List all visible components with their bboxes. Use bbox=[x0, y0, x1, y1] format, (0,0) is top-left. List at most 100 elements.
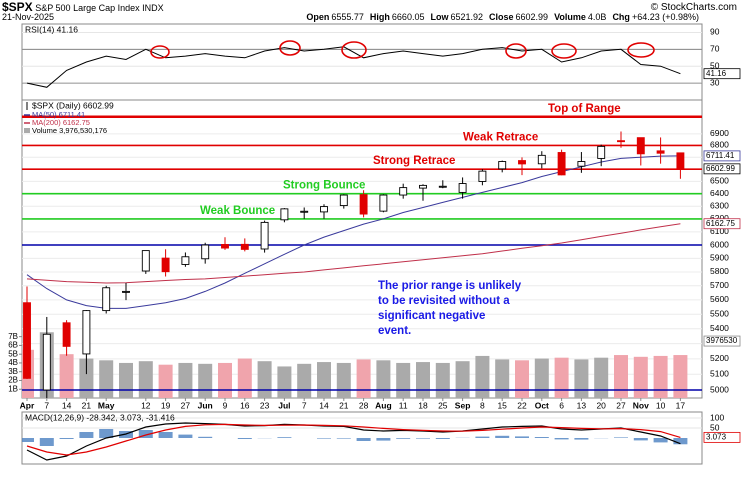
histogram-bar bbox=[138, 430, 153, 438]
volume-bar bbox=[158, 364, 173, 398]
volume-bar bbox=[416, 362, 430, 398]
legend-entry: Volume 3,976,530,176 bbox=[32, 126, 107, 135]
signal-value-label-box bbox=[703, 431, 741, 443]
x-tick-label: 22 bbox=[517, 400, 527, 410]
histogram-bar bbox=[198, 436, 213, 438]
y-tick-label: 5900 bbox=[710, 253, 729, 263]
histogram-bar bbox=[39, 438, 54, 446]
header-row: 21-Nov-2025 Open 6555.77 High 6660.05 Low 652… bbox=[2, 12, 739, 22]
rsi-line bbox=[26, 46, 681, 88]
candle-body bbox=[141, 250, 150, 272]
y-tick-label: 5200 bbox=[710, 353, 729, 363]
price-panel: 5000510052005300540055005600570058005900… bbox=[8, 100, 741, 410]
quote-value: +64.23 (+0.98%) bbox=[631, 12, 699, 22]
volume-bar bbox=[178, 362, 193, 398]
volume-bar bbox=[515, 360, 529, 398]
x-tick-label: 11 bbox=[399, 400, 408, 410]
volume-bar bbox=[594, 357, 609, 398]
candle-body bbox=[518, 160, 526, 165]
y-tick-label: 30 bbox=[710, 77, 720, 87]
y-tick-label: 5800 bbox=[710, 266, 729, 276]
ma50-value-label: 6711.41 bbox=[706, 151, 735, 160]
y-tick-label: 70 bbox=[710, 44, 720, 54]
close-value-label: 6602.99 bbox=[706, 164, 735, 173]
candle-body bbox=[597, 145, 606, 159]
y-tick-label: 5000 bbox=[710, 384, 729, 394]
x-tick-label: 12 bbox=[141, 400, 151, 410]
level-label: Strong Retrace bbox=[373, 155, 455, 167]
x-tick-label: 10 bbox=[656, 400, 666, 410]
histogram-bar bbox=[515, 436, 529, 438]
volume-bar bbox=[356, 359, 371, 398]
x-tick-label: 27 bbox=[616, 400, 626, 410]
x-tick-label: 13 bbox=[577, 400, 587, 410]
candle-body bbox=[438, 185, 447, 188]
quote-value: 6555.77 bbox=[331, 12, 364, 22]
y-tick-label: 5600 bbox=[710, 294, 729, 304]
volume-value-label-box bbox=[703, 335, 741, 347]
x-tick-label: 8 bbox=[480, 400, 485, 410]
quote-label: Open bbox=[306, 12, 330, 22]
volume-bar bbox=[673, 355, 688, 398]
candle-body bbox=[478, 170, 487, 182]
candle-body bbox=[339, 194, 348, 207]
volume-bar bbox=[554, 357, 569, 398]
quote-label: Chg bbox=[612, 12, 630, 22]
candle-body bbox=[359, 194, 368, 215]
candle-body bbox=[23, 302, 31, 379]
y-tick-label: 6100 bbox=[710, 226, 729, 236]
quote-label: Close bbox=[489, 12, 514, 22]
candle-body bbox=[201, 244, 210, 260]
x-tick-label: 18 bbox=[418, 400, 428, 410]
volume-tick-label: 5B bbox=[8, 349, 18, 358]
x-tick-label: 6 bbox=[559, 400, 564, 410]
legend-title: $SPX (Daily) 6602.99 bbox=[32, 100, 114, 110]
x-tick-label: Sep bbox=[455, 400, 471, 410]
x-tick-label: 20 bbox=[596, 400, 606, 410]
rsi-value-label-box bbox=[703, 68, 741, 80]
volume-bar bbox=[297, 363, 312, 398]
histogram-bar bbox=[22, 438, 34, 442]
volume-bar bbox=[475, 355, 490, 398]
x-tick-label: Oct bbox=[535, 400, 549, 410]
header: $SPX S&P 500 Large Cap Index INDX © Stoc… bbox=[2, 0, 739, 22]
histogram-bar bbox=[317, 438, 331, 439]
candle-body bbox=[240, 243, 249, 250]
candle-body bbox=[82, 310, 91, 355]
level-label: Strong Bounce bbox=[283, 180, 365, 192]
histogram-bar bbox=[99, 429, 114, 438]
date: 21-Nov-2025 bbox=[2, 12, 55, 22]
volume-bar bbox=[495, 359, 510, 398]
legend-entry: MA(200) 6162.75 bbox=[32, 118, 90, 127]
candle-body bbox=[617, 140, 625, 143]
candle-body bbox=[122, 290, 130, 293]
price-plot bbox=[22, 115, 702, 398]
histogram-bar bbox=[277, 437, 292, 438]
volume-tick-label: 4B bbox=[8, 358, 18, 367]
macd-line bbox=[26, 422, 681, 461]
candle-body bbox=[102, 287, 111, 312]
volume-bar bbox=[119, 362, 133, 398]
annotation: significant negative bbox=[378, 310, 485, 322]
volume-bar bbox=[198, 363, 213, 398]
symbol: $SPX bbox=[2, 0, 33, 14]
candle-body bbox=[537, 154, 546, 165]
volume-tick-label: 3B bbox=[8, 367, 18, 376]
rsi-value-label: 41.16 bbox=[706, 69, 727, 78]
volume-bar bbox=[653, 355, 668, 398]
y-tick-label: 5700 bbox=[710, 280, 729, 290]
candle-body bbox=[42, 333, 51, 391]
index-name: S&P 500 Large Cap Index bbox=[35, 3, 140, 13]
y-tick-label: 6900 bbox=[710, 128, 729, 138]
quote-label: Low bbox=[430, 12, 449, 22]
histogram-bar bbox=[554, 438, 569, 440]
histogram-bar bbox=[435, 438, 450, 439]
candle-body bbox=[577, 161, 586, 167]
x-tick-label: 14 bbox=[62, 400, 72, 410]
y-tick-label: 6400 bbox=[710, 188, 729, 198]
candle-body bbox=[260, 221, 269, 250]
annotation: The prior range is unlikely bbox=[378, 280, 522, 292]
candle-body bbox=[676, 152, 685, 170]
rsi-highlights bbox=[150, 40, 655, 59]
histogram-bar bbox=[475, 436, 490, 438]
